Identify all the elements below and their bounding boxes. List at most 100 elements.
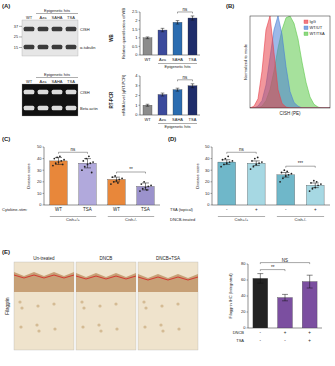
data-point <box>81 169 83 171</box>
tissue-cell <box>82 306 85 309</box>
data-point <box>320 183 322 185</box>
data-point <box>113 181 115 183</box>
y-tick <box>139 115 141 116</box>
marker-line <box>14 275 74 278</box>
y-tick-label: 50 <box>37 144 42 149</box>
y-tick-label: 10 <box>37 191 42 196</box>
error-bar <box>146 104 150 106</box>
y-tick-label: 20 <box>241 309 246 314</box>
tissue-cell <box>18 300 21 303</box>
y-tick-label: 0 <box>135 112 138 117</box>
x-tick-label: SAHA <box>172 117 183 122</box>
significance-label: ns <box>239 147 245 152</box>
error-cap <box>176 88 180 89</box>
error-line <box>309 275 310 288</box>
y-tick-label: 60 <box>241 277 246 282</box>
bar <box>143 38 152 55</box>
error-bar <box>253 161 260 166</box>
marks <box>50 155 154 205</box>
x-tick-label: Aza <box>159 117 167 122</box>
error-line <box>315 183 316 188</box>
data-point <box>309 190 311 192</box>
x-group-label: Epigenetic hits <box>164 124 190 129</box>
data-point <box>291 173 293 175</box>
panel-label: (C) <box>2 136 10 142</box>
bar <box>188 86 197 115</box>
error-bar <box>191 84 195 88</box>
marker-label: 25 <box>14 35 18 39</box>
y-tick <box>43 193 45 194</box>
error-cap <box>307 288 313 289</box>
row-cell: - <box>260 330 262 335</box>
error-bar <box>223 160 230 165</box>
comparison-bracket <box>286 166 316 168</box>
marker-line <box>138 277 198 280</box>
marker-tick <box>19 47 22 48</box>
marker-label: 37 <box>14 25 18 29</box>
bar <box>253 278 268 328</box>
error-cap <box>176 20 180 21</box>
row-cell: WT <box>55 207 62 212</box>
error-line <box>147 37 148 39</box>
epidermis <box>138 270 198 292</box>
tissue-cell <box>20 306 23 309</box>
error-cap <box>191 87 195 88</box>
figure: (A)(B)(C)(D)(E)Epigenetic hitsWTAzaSAHAT… <box>0 0 335 366</box>
group-name: Cish-/- <box>125 217 137 222</box>
marks <box>143 16 197 55</box>
data-point <box>92 161 94 163</box>
tissue-cell <box>37 329 40 332</box>
band <box>52 106 63 110</box>
error-cap <box>142 182 149 183</box>
data-point <box>55 162 57 164</box>
epidermis <box>76 270 136 292</box>
error-bar <box>282 173 289 178</box>
y-tick-label: 40 <box>37 156 42 161</box>
error-bar <box>257 274 263 284</box>
data-point <box>314 187 316 189</box>
y-tick-label: 2 <box>135 18 138 23</box>
lane-label: Aza <box>40 15 48 20</box>
y-tick <box>43 147 45 148</box>
ihc-image <box>76 262 136 350</box>
error-cap <box>146 104 150 105</box>
y-tick-label: 40 <box>205 156 210 161</box>
data-point <box>227 155 229 157</box>
x-group-label: Epigenetic hits <box>164 64 190 69</box>
group-name: Cish+/+ <box>66 217 80 222</box>
error-line <box>285 294 286 300</box>
data-point <box>117 182 119 184</box>
data-point <box>310 182 312 184</box>
error-bar <box>176 88 180 91</box>
x-tick-label: WT <box>144 57 151 62</box>
y-axis-label: Disease score <box>195 163 200 189</box>
data-point <box>140 183 142 185</box>
data-point <box>147 186 149 188</box>
y-axis <box>44 147 45 205</box>
image-title: DNCB+TSA <box>156 256 180 261</box>
data-point <box>258 162 260 164</box>
legend-label: WT/UT <box>310 25 323 30</box>
data-point <box>251 160 253 162</box>
row-cell: - <box>226 207 228 212</box>
error-line <box>87 159 88 168</box>
significance-label: ns <box>183 7 189 12</box>
tissue-cell <box>19 325 22 328</box>
y-tick <box>139 29 141 30</box>
bar <box>173 90 182 115</box>
bar <box>173 22 182 55</box>
marker-tick <box>19 26 22 27</box>
band <box>66 106 77 110</box>
y-tick <box>247 264 249 265</box>
method-label: RT-PCR <box>109 91 114 109</box>
x-axis-label: CISH (PE) <box>279 111 301 116</box>
tissue-cell <box>160 304 163 307</box>
marker-label: 15 <box>14 46 18 50</box>
error-cap <box>113 177 120 178</box>
row-label: TSA (topical) <box>170 207 194 212</box>
y-tick-label: 40 <box>241 293 246 298</box>
data-point <box>229 161 231 163</box>
error-cap <box>146 106 150 107</box>
data-point <box>254 158 256 160</box>
chart: 01020304050Disease scoreCytokine-stim:WT… <box>2 144 160 222</box>
